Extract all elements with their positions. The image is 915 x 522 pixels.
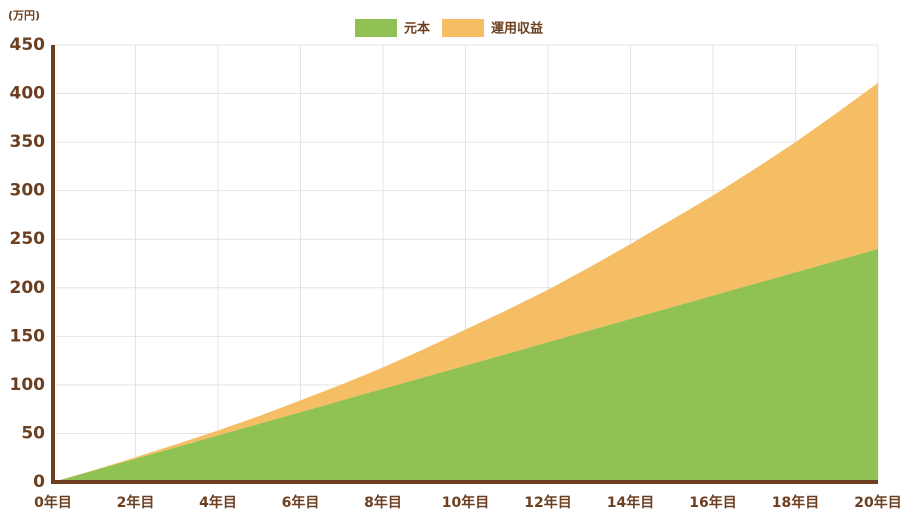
legend-label: 運用収益 <box>491 21 543 37</box>
y-tick-label: 450 <box>10 35 46 55</box>
x-tick-label: 20年目 <box>854 494 901 511</box>
x-tick-label: 14年目 <box>607 494 654 511</box>
x-tick-label: 6年目 <box>282 494 320 511</box>
y-tick-label: 300 <box>10 181 46 201</box>
x-tick-label: 12年目 <box>524 494 571 511</box>
y-tick-label: 50 <box>21 423 45 443</box>
y-unit-label: (万円) <box>8 9 40 22</box>
y-tick-label: 250 <box>10 229 46 249</box>
y-tick-label: 150 <box>10 326 46 346</box>
y-tick-label: 350 <box>10 132 46 152</box>
x-tick-label: 0年目 <box>34 494 72 511</box>
x-tick-label: 10年目 <box>442 494 489 511</box>
y-tick-label: 100 <box>10 375 46 395</box>
x-tick-label: 8年目 <box>364 494 402 511</box>
legend-label: 元本 <box>404 21 430 37</box>
y-tick-label: 200 <box>10 278 46 298</box>
x-tick-label: 18年目 <box>772 494 819 511</box>
y-tick-label: 400 <box>10 84 46 104</box>
legend-swatch <box>355 19 397 37</box>
y-tick-label: 0 <box>33 472 45 492</box>
legend-swatch <box>442 19 485 37</box>
x-tick-label: 4年目 <box>199 494 237 511</box>
x-tick-label: 2年目 <box>117 494 155 511</box>
area <box>53 82 878 482</box>
x-tick-label: 16年目 <box>689 494 736 511</box>
